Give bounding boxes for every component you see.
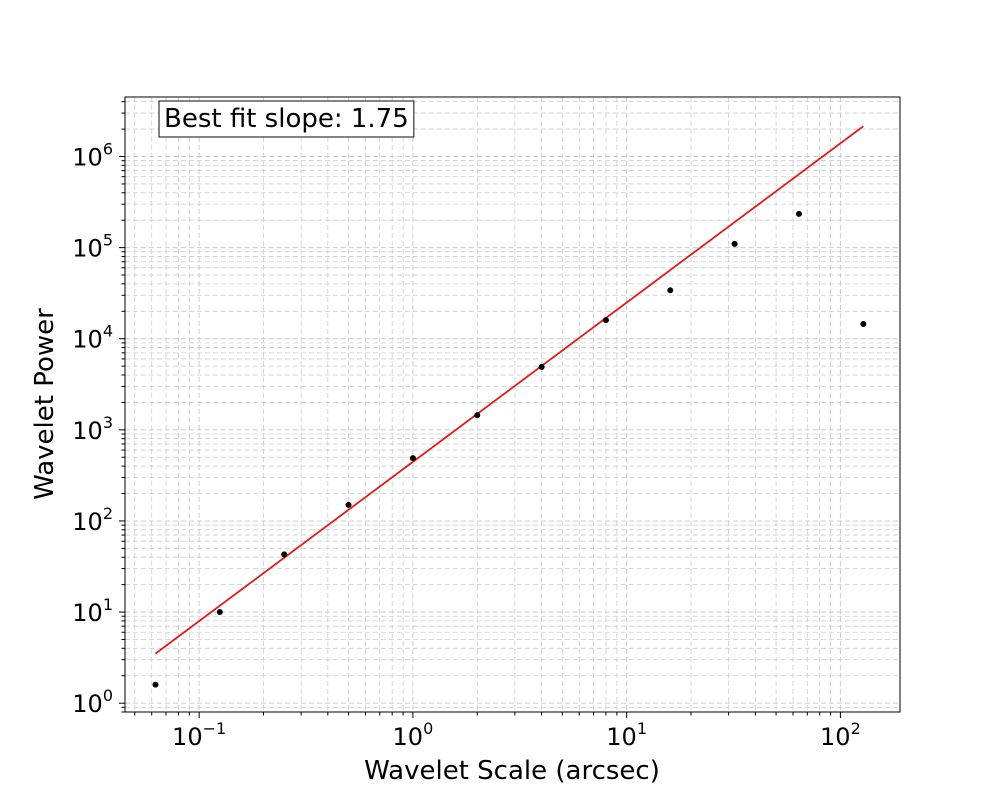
axis-ticks (119, 101, 841, 718)
data-point (860, 321, 867, 328)
annotation-box: Best fit slope: 1.75 (158, 100, 415, 138)
data-point (409, 455, 416, 462)
plot-frame (124, 96, 901, 713)
annotation-text: Best fit slope: 1.75 (164, 104, 409, 134)
data-point (667, 287, 674, 294)
data-point (345, 501, 352, 508)
annotation-frame (158, 100, 415, 138)
grid-minor (125, 97, 900, 713)
data-point (474, 412, 481, 419)
data-point (795, 210, 802, 217)
y-tick-label: 104 (72, 322, 113, 354)
fit-line-group (154, 125, 864, 655)
y-tick-label: 103 (72, 413, 113, 445)
y-tick-labels: 100 101 102 103 104 105 106 (72, 140, 113, 719)
x-tick-label: 101 (606, 719, 647, 751)
data-point (281, 551, 288, 558)
fit-line (154, 125, 864, 655)
data-points (152, 210, 867, 688)
x-tick-label: 102 (820, 719, 861, 751)
x-tick-label: 100 (393, 719, 434, 751)
x-axis-label: Wavelet Scale (arcsec) (364, 756, 660, 786)
y-axis-label: Wavelet Power (30, 308, 60, 500)
data-point (602, 317, 609, 324)
data-point (216, 609, 223, 616)
y-tick-label: 100 (72, 686, 113, 718)
data-point (152, 681, 159, 688)
y-tick-label: 106 (72, 140, 113, 172)
y-tick-label: 105 (72, 231, 113, 263)
x-tick-labels: 10−1 100 101 102 (172, 719, 861, 751)
y-tick-label: 101 (72, 595, 113, 627)
grid-major (125, 97, 900, 712)
y-tick-label: 102 (72, 504, 113, 536)
x-tick-label: 10−1 (172, 719, 226, 751)
data-point (731, 240, 738, 247)
data-point (538, 363, 545, 370)
